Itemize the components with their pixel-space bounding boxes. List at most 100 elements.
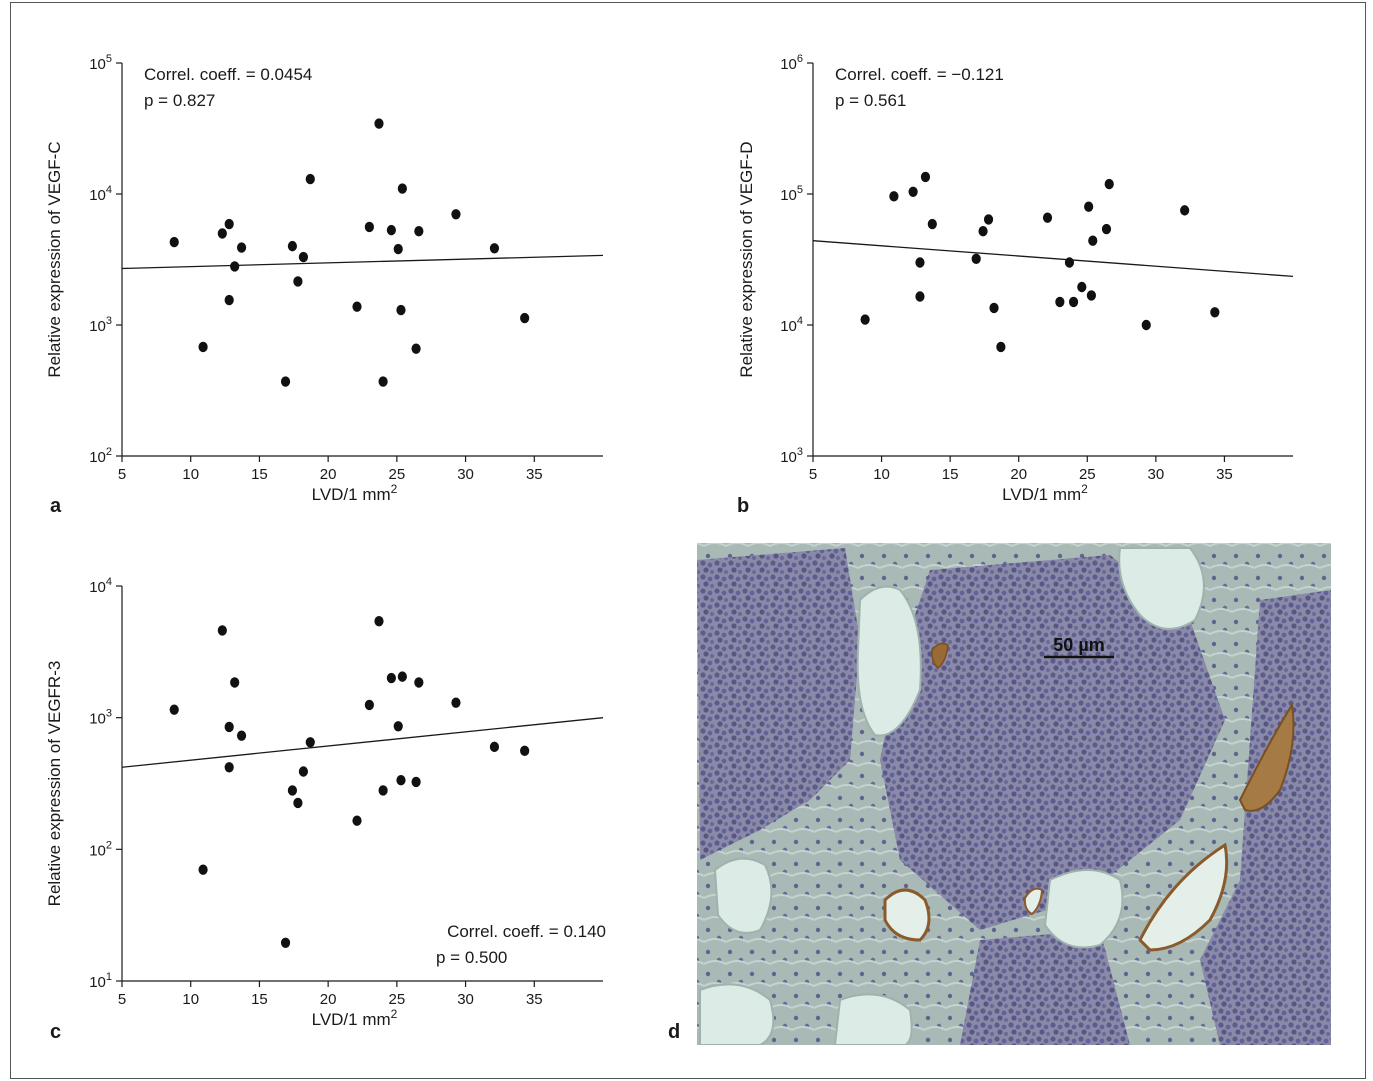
data-point <box>224 294 234 306</box>
data-point <box>352 815 362 826</box>
data-point <box>287 785 298 796</box>
y-tick-label: 102 <box>89 839 112 859</box>
data-point <box>489 243 500 254</box>
data-point <box>1210 307 1220 318</box>
data-point <box>414 226 424 237</box>
data-point <box>230 261 240 272</box>
data-point <box>520 745 530 757</box>
data-point <box>397 183 407 194</box>
data-point <box>287 240 298 252</box>
data-point <box>217 228 227 239</box>
data-point <box>364 221 374 233</box>
correlation-coefficient-label: Correl. coeff. = 0.0454 <box>144 65 312 84</box>
x-tick-label: 10 <box>182 466 199 483</box>
panel-letter: a <box>50 495 62 517</box>
data-point <box>489 741 500 753</box>
regression-line <box>121 717 604 768</box>
stained-vessel-5 <box>1023 887 1044 916</box>
y-tick-label: 101 <box>89 971 112 991</box>
panel-c-plot: 5 10 15 20 25 30 35 101 102 103 104 Relative expres… <box>45 576 606 1043</box>
cell-cluster-bottom <box>960 930 1130 1045</box>
data-point <box>378 785 388 796</box>
correlation-coefficient-label: Correl. coeff. = 0.140 <box>447 922 606 941</box>
stained-vessel-3 <box>1238 702 1295 812</box>
x-tick-label: 25 <box>1079 466 1096 483</box>
panel-b-plot: 5 10 15 20 25 30 35 103 104 105 106 Relative expres… <box>737 53 1294 517</box>
data-point <box>411 343 421 354</box>
x-tick-label: 30 <box>457 991 474 1008</box>
p-value-label: p = 0.500 <box>436 948 507 967</box>
data-point <box>293 276 303 287</box>
x-tick-label: 35 <box>526 466 543 483</box>
cell-cluster-right <box>1200 590 1331 1045</box>
x-tick-label: 10 <box>873 466 890 483</box>
panel-d-micrograph: 50 µm <box>697 543 1331 1045</box>
data-point <box>908 186 918 197</box>
x-tick-label: 15 <box>251 466 268 483</box>
data-point <box>1141 319 1151 331</box>
x-tick-label: 10 <box>182 991 199 1008</box>
x-tick-label: 20 <box>1010 466 1027 483</box>
x-tick-label: 30 <box>457 466 474 483</box>
data-point <box>989 302 999 314</box>
x-axis-label: LVD/1 mm2 <box>312 1007 398 1029</box>
p-value-label: p = 0.561 <box>835 91 906 110</box>
data-point <box>374 118 384 129</box>
data-point <box>889 191 899 202</box>
data-point <box>520 312 530 324</box>
data-point <box>1088 235 1098 246</box>
x-tick-label: 30 <box>1148 466 1165 483</box>
data-point <box>451 697 461 708</box>
data-point <box>978 226 988 237</box>
data-point <box>411 776 421 788</box>
x-axis-label: LVD/1 mm2 <box>1002 482 1088 504</box>
x-tick-label: 5 <box>118 466 126 483</box>
lumen-2 <box>1118 547 1205 630</box>
y-tick-label: 104 <box>780 315 803 335</box>
data-point <box>1042 212 1053 223</box>
data-point <box>397 671 407 682</box>
data-point <box>236 730 247 741</box>
data-point <box>393 721 403 732</box>
data-point <box>915 257 925 268</box>
y-axis-label: Relative expression of VEGF-C <box>45 141 64 377</box>
data-point <box>298 251 309 263</box>
lumen-1 <box>856 585 922 737</box>
panel-letter: b <box>737 495 749 517</box>
data-point <box>236 242 247 253</box>
panel-d-letter: d <box>668 1021 680 1043</box>
cell-cluster-left <box>697 548 860 860</box>
x-axis-label: LVD/1 mm2 <box>312 482 398 504</box>
data-point <box>198 341 208 353</box>
data-point <box>920 171 931 183</box>
y-tick-label: 103 <box>89 315 112 335</box>
data-point <box>352 301 362 312</box>
y-axis-label: Relative expression of VEGF-D <box>737 141 756 377</box>
panel-letter: c <box>50 1021 61 1043</box>
data-point <box>217 625 227 636</box>
data-point <box>1084 201 1094 212</box>
data-point <box>396 304 406 316</box>
data-point <box>451 209 461 220</box>
data-point <box>386 672 396 684</box>
lumen-4 <box>1043 869 1124 949</box>
data-point <box>927 218 937 230</box>
y-tick-label: 106 <box>780 53 803 73</box>
scale-bar-label: 50 µm <box>1053 635 1104 655</box>
data-point <box>224 218 234 230</box>
y-tick-label: 105 <box>89 53 112 73</box>
correlation-coefficient-label: Correl. coeff. = −0.121 <box>835 65 1004 84</box>
data-point <box>224 721 234 733</box>
data-point <box>1064 257 1075 268</box>
regression-line <box>121 254 604 270</box>
y-tick-label: 103 <box>89 708 112 728</box>
lumen-3 <box>713 857 773 934</box>
data-point <box>280 376 291 387</box>
data-point <box>169 704 179 715</box>
x-tick-label: 20 <box>320 991 337 1008</box>
cell-cluster-center <box>880 555 1225 930</box>
data-point <box>915 291 925 302</box>
data-point <box>414 677 424 688</box>
y-tick-label: 103 <box>780 446 803 466</box>
